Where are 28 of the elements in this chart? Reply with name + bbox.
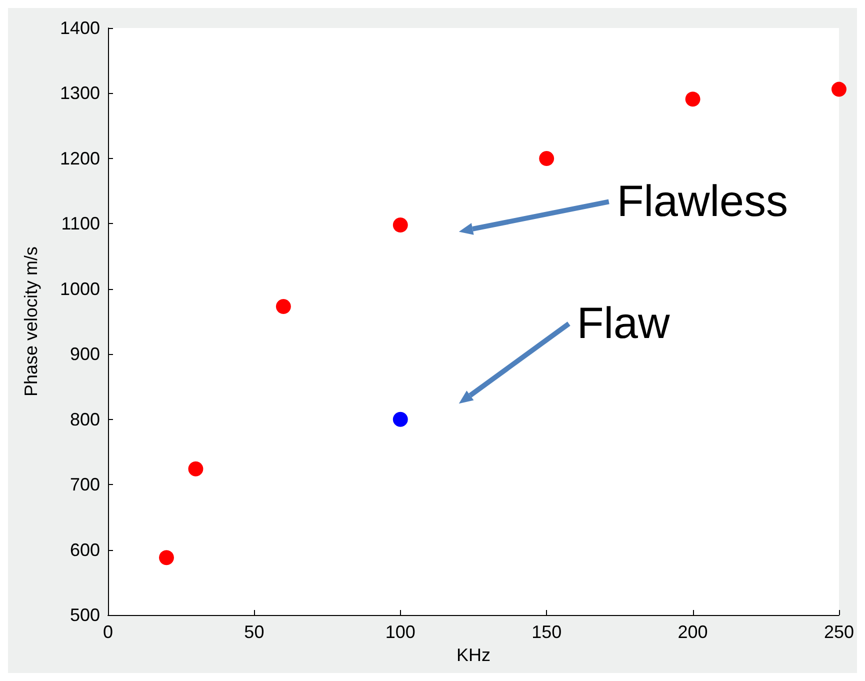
x-axis-title: KHz — [456, 644, 490, 665]
point — [158, 550, 174, 566]
y-tick-label: 1200 — [60, 148, 100, 168]
y-tick-label: 1100 — [61, 214, 100, 234]
y-tick-label: 1000 — [60, 278, 100, 299]
point — [188, 461, 204, 476]
x-tick-label: 200 — [678, 622, 708, 642]
y-tick-label: 600 — [70, 540, 100, 560]
y-tick-label: 1400 — [60, 18, 100, 38]
point — [392, 412, 408, 427]
x-tick-label: 150 — [532, 622, 562, 642]
x-tick-label: 50 — [244, 622, 264, 642]
y-tick-label: 500 — [70, 605, 100, 625]
annotation: Flaw — [576, 299, 670, 348]
x-tick-label: 0 — [102, 622, 114, 642]
y-axis-title: Phase velocity m/s — [21, 246, 41, 397]
y-tick-label: 900 — [70, 344, 100, 364]
point — [392, 217, 408, 232]
x-tick-label: 250 — [824, 622, 854, 642]
y-tick-label: 700 — [70, 474, 100, 495]
point — [276, 299, 291, 314]
y-tick-label: 800 — [70, 409, 100, 430]
point — [832, 82, 846, 97]
y-tick-label: 1300 — [60, 83, 100, 104]
annotation: Flawless — [616, 177, 788, 226]
point — [539, 150, 554, 166]
x-tick-label: 100 — [385, 622, 416, 642]
point — [685, 92, 700, 107]
